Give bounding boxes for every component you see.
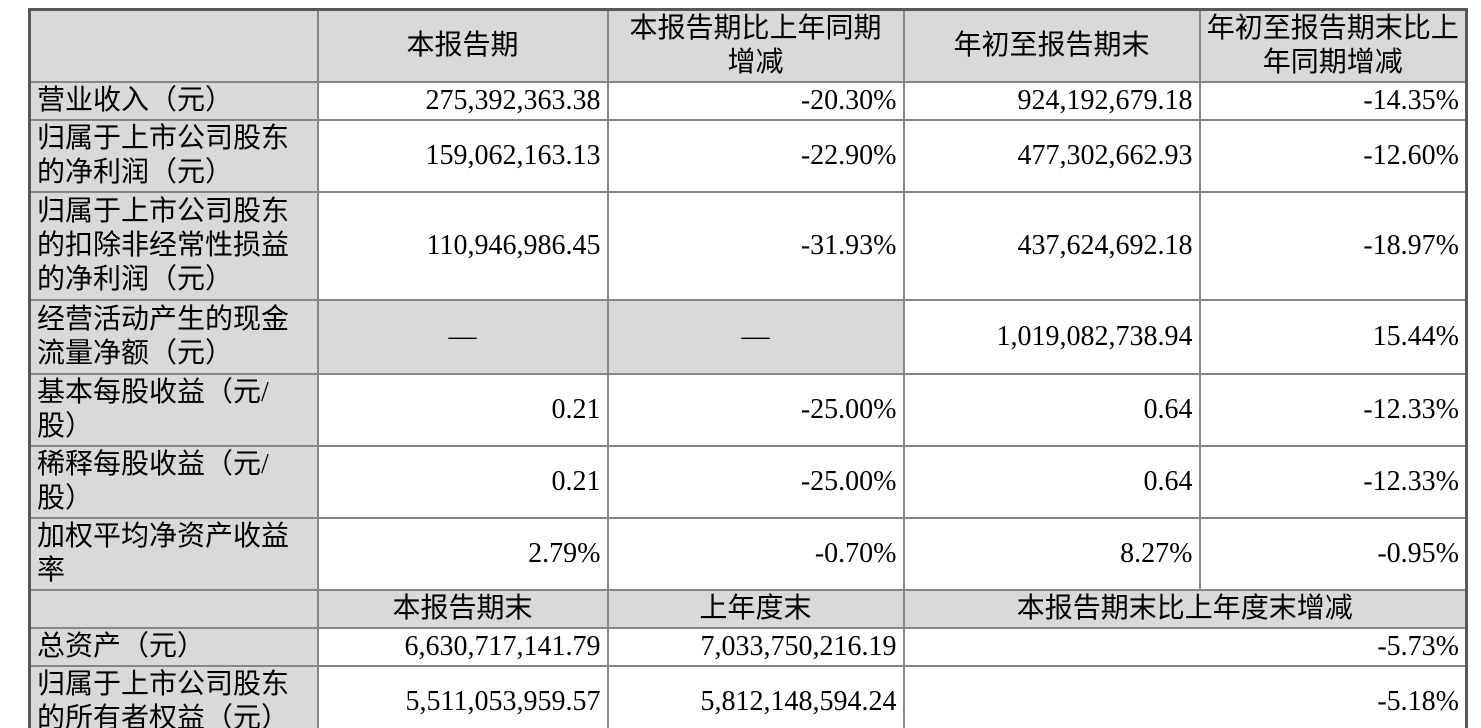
- cell-ytd: 477,302,662.93: [902, 119, 1201, 193]
- key-financial-indicators-table: 本报告期 本报告期比上年同期 增减 年初至报告期末 年初至报告期末比上 年同期增…: [28, 8, 1468, 728]
- table-row-net-profit: 归属于上市公司股东 的净利润（元） 159,062,163.13 -22.90%…: [28, 119, 1468, 193]
- cell-ytd: 0.64: [902, 373, 1201, 447]
- cell-ytd-yoy: -12.33%: [1198, 445, 1468, 519]
- cell-current-period: 2.79%: [316, 517, 609, 591]
- header-period-end: 本报告期末: [316, 589, 609, 629]
- header-current-period: 本报告期: [316, 8, 609, 83]
- cell-ytd: 0.64: [902, 445, 1201, 519]
- table-header-row-period: 本报告期 本报告期比上年同期 增减 年初至报告期末 年初至报告期末比上 年同期增…: [28, 8, 1468, 83]
- header-period-yoy-change: 本报告期比上年同期 增减: [606, 8, 905, 83]
- table-row-total-assets: 总资产（元） 6,630,717,141.79 7,033,750,216.19…: [28, 627, 1468, 667]
- header-corner-cell: [28, 589, 319, 629]
- table-row-owners-equity: 归属于上市公司股东 的所有者权益（元） 5,511,053,959.57 5,8…: [28, 665, 1468, 728]
- header-period-end-change: 本报告期末比上年度末增减: [902, 589, 1468, 629]
- table-row-operating-revenue: 营业收入（元） 275,392,363.38 -20.30% 924,192,6…: [28, 81, 1468, 121]
- row-label: 基本每股收益（元/ 股）: [28, 373, 319, 447]
- cell-period-yoy: -0.70%: [606, 517, 905, 591]
- cell-ytd-yoy: -14.35%: [1198, 81, 1468, 121]
- cell-ytd-yoy: -18.97%: [1198, 191, 1468, 301]
- cell-current-period: 110,946,986.45: [316, 191, 609, 301]
- cell-ytd: 437,624,692.18: [902, 191, 1201, 301]
- cell-period-yoy: -20.30%: [606, 81, 905, 121]
- header-ytd-yoy-change: 年初至报告期末比上 年同期增减: [1198, 8, 1468, 83]
- row-label: 加权平均净资产收益 率: [28, 517, 319, 591]
- cell-period-end: 5,511,053,959.57: [316, 665, 609, 728]
- row-label: 归属于上市公司股东 的扣除非经常性损益 的净利润（元）: [28, 191, 319, 301]
- cell-current-period-na: —: [316, 299, 609, 375]
- table-row-basic-eps: 基本每股收益（元/ 股） 0.21 -25.00% 0.64 -12.33%: [28, 373, 1468, 447]
- row-label: 归属于上市公司股东 的所有者权益（元）: [28, 665, 319, 728]
- table-row-weighted-avg-roe: 加权平均净资产收益 率 2.79% -0.70% 8.27% -0.95%: [28, 517, 1468, 591]
- cell-ytd-yoy: -12.33%: [1198, 373, 1468, 447]
- cell-current-period: 0.21: [316, 445, 609, 519]
- row-label: 归属于上市公司股东 的净利润（元）: [28, 119, 319, 193]
- cell-ytd: 8.27%: [902, 517, 1201, 591]
- cell-ytd-yoy: 15.44%: [1198, 299, 1468, 375]
- cell-period-yoy-na: —: [606, 299, 905, 375]
- cell-ytd-yoy: -12.60%: [1198, 119, 1468, 193]
- row-label: 稀释每股收益（元/ 股）: [28, 445, 319, 519]
- table-row-operating-cash-flow: 经营活动产生的现金 流量净额（元） — — 1,019,082,738.94 1…: [28, 299, 1468, 375]
- cell-period-yoy: -25.00%: [606, 445, 905, 519]
- cell-prev-year-end: 5,812,148,594.24: [606, 665, 905, 728]
- cell-current-period: 159,062,163.13: [316, 119, 609, 193]
- cell-prev-year-end: 7,033,750,216.19: [606, 627, 905, 667]
- header-prev-year-end: 上年度末: [606, 589, 905, 629]
- cell-ytd-yoy: -0.95%: [1198, 517, 1468, 591]
- header-corner-cell: [28, 8, 319, 83]
- table-row-diluted-eps: 稀释每股收益（元/ 股） 0.21 -25.00% 0.64 -12.33%: [28, 445, 1468, 519]
- cell-change: -5.73%: [902, 627, 1468, 667]
- cell-current-period: 0.21: [316, 373, 609, 447]
- cell-ytd: 1,019,082,738.94: [902, 299, 1201, 375]
- row-label: 营业收入（元）: [28, 81, 319, 121]
- cell-ytd: 924,192,679.18: [902, 81, 1201, 121]
- row-label: 总资产（元）: [28, 627, 319, 667]
- table-header-row-period-end: 本报告期末 上年度末 本报告期末比上年度末增减: [28, 589, 1468, 629]
- row-label: 经营活动产生的现金 流量净额（元）: [28, 299, 319, 375]
- cell-current-period: 275,392,363.38: [316, 81, 609, 121]
- header-ytd: 年初至报告期末: [902, 8, 1201, 83]
- table-row-net-profit-excl-nonrecurring: 归属于上市公司股东 的扣除非经常性损益 的净利润（元） 110,946,986.…: [28, 191, 1468, 301]
- cell-period-yoy: -31.93%: [606, 191, 905, 301]
- cell-change: -5.18%: [902, 665, 1468, 728]
- cell-period-yoy: -25.00%: [606, 373, 905, 447]
- cell-period-yoy: -22.90%: [606, 119, 905, 193]
- cell-period-end: 6,630,717,141.79: [316, 627, 609, 667]
